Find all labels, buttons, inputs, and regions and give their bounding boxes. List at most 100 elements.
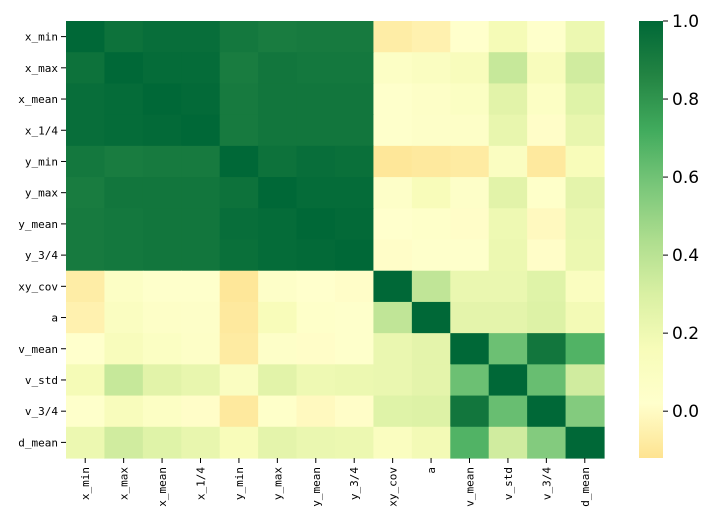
heatmap-cell — [411, 177, 451, 209]
heatmap-cell — [411, 208, 451, 241]
row-tick-label: y_max — [25, 187, 58, 200]
heatmap-cell — [565, 208, 605, 241]
heatmap-cell — [373, 21, 413, 53]
heatmap-cell — [66, 52, 106, 85]
heatmap-cell — [258, 364, 298, 397]
row-tick-label: y_mean — [18, 218, 58, 231]
heatmap-cell — [219, 21, 259, 53]
heatmap-cell — [66, 301, 106, 334]
heatmap-cell — [104, 83, 144, 116]
heatmap-cell — [335, 426, 375, 459]
heatmap-cell — [142, 83, 182, 116]
row-tick-label: xy_cov — [18, 280, 58, 293]
heatmap-cell — [411, 270, 451, 303]
heatmap-cell — [219, 270, 259, 303]
row-tick-label: v_std — [25, 374, 58, 387]
heatmap-cell — [488, 52, 528, 85]
heatmap-cell — [181, 177, 221, 209]
heatmap-cell — [66, 239, 106, 272]
heatmap-cell — [142, 52, 182, 85]
heatmap-cell — [181, 21, 221, 53]
heatmap-cell — [66, 83, 106, 116]
column-tick-label: y_max — [271, 467, 284, 500]
heatmap-cell — [335, 145, 375, 178]
heatmap-cell — [219, 239, 259, 272]
heatmap-cell — [488, 83, 528, 116]
heatmap-cell — [296, 333, 336, 365]
heatmap-cell — [219, 426, 259, 459]
heatmap-cell — [296, 270, 336, 303]
heatmap-cell — [219, 208, 259, 241]
heatmap-cell — [335, 21, 375, 53]
heatmap-cell — [411, 83, 451, 116]
heatmap-cell — [104, 114, 144, 147]
heatmap-cell — [181, 239, 221, 272]
heatmap-cell — [373, 426, 413, 459]
heatmap-cell — [373, 208, 413, 241]
heatmap-cell — [373, 395, 413, 428]
heatmap-cell — [373, 83, 413, 116]
row-tick-label: y_3/4 — [25, 249, 58, 262]
heatmap-cell — [258, 177, 298, 209]
heatmap-cell — [66, 270, 106, 303]
row-tick-label: x_min — [25, 31, 58, 44]
heatmap-cell — [66, 21, 106, 53]
heatmap-cell — [142, 239, 182, 272]
heatmap-cell — [411, 145, 451, 178]
heatmap-cell — [373, 114, 413, 147]
heatmap-cell — [335, 114, 375, 147]
heatmap-cell — [527, 270, 567, 303]
colorbar-tick-label: 0.0 — [672, 402, 699, 422]
heatmap-cells — [66, 21, 605, 459]
column-tick-label: v_3/4 — [540, 467, 553, 500]
heatmap-cell — [527, 364, 567, 397]
column-tick-label: x_1/4 — [195, 467, 208, 500]
row-tick-labels: x_min x_max x_mean x_1/4 y_min y_max y_mean y_3… — [18, 31, 66, 449]
heatmap-cell — [104, 270, 144, 303]
row-tick-label: x_1/4 — [25, 124, 58, 137]
heatmap-cell — [335, 364, 375, 397]
heatmap-cell — [488, 177, 528, 209]
heatmap-cell — [565, 83, 605, 116]
heatmap-cell — [565, 301, 605, 334]
heatmap-cell — [258, 239, 298, 272]
heatmap-cell — [450, 208, 490, 241]
heatmap-cell — [450, 301, 490, 334]
row-tick-label: x_mean — [18, 93, 58, 106]
heatmap-cell — [411, 52, 451, 85]
heatmap-cell — [296, 364, 336, 397]
heatmap-cell — [488, 145, 528, 178]
heatmap-cell — [181, 208, 221, 241]
heatmap-cell — [258, 21, 298, 53]
heatmap-cell — [450, 145, 490, 178]
heatmap-cell — [66, 395, 106, 428]
heatmap-cell — [335, 177, 375, 209]
heatmap-cell — [565, 177, 605, 209]
heatmap-cell — [335, 270, 375, 303]
heatmap-cell — [296, 208, 336, 241]
heatmap-cell — [181, 333, 221, 365]
heatmap-cell — [181, 145, 221, 178]
heatmap-cell — [450, 52, 490, 85]
heatmap-cell — [104, 364, 144, 397]
heatmap-cell — [565, 145, 605, 178]
heatmap-cell — [296, 52, 336, 85]
heatmap-cell — [373, 301, 413, 334]
heatmap-cell — [66, 145, 106, 178]
heatmap-cell — [450, 114, 490, 147]
column-tick-label: x_max — [118, 467, 131, 500]
heatmap-cell — [181, 395, 221, 428]
heatmap-cell — [565, 426, 605, 459]
heatmap-cell — [296, 301, 336, 334]
heatmap-cell — [565, 395, 605, 428]
row-tick-label: v_3/4 — [25, 405, 58, 418]
heatmap-cell — [411, 301, 451, 334]
heatmap-cell — [219, 177, 259, 209]
heatmap-cell — [219, 114, 259, 147]
heatmap-cell — [565, 364, 605, 397]
heatmap-cell — [527, 208, 567, 241]
heatmap-cell — [296, 395, 336, 428]
heatmap-cell — [104, 333, 144, 365]
heatmap-cell — [335, 52, 375, 85]
